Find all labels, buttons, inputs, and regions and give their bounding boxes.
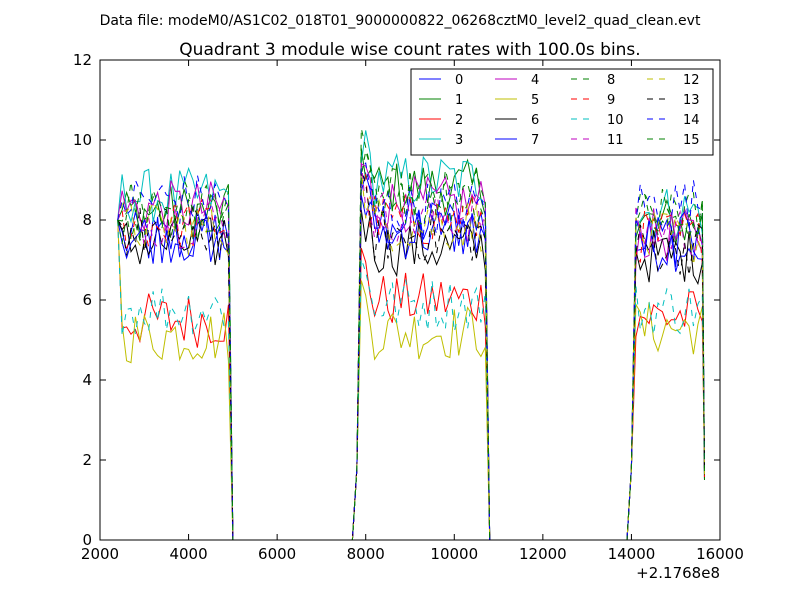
x-offset-label: +2.1768e8 xyxy=(636,564,720,582)
series-line-13 xyxy=(117,169,705,541)
series-line-8 xyxy=(117,128,705,541)
x-tick-label: 16000 xyxy=(696,545,744,563)
legend-label-6: 6 xyxy=(531,113,539,128)
x-tick-label: 4000 xyxy=(169,545,207,563)
legend-label-1: 1 xyxy=(455,93,463,108)
x-tick-label: 8000 xyxy=(347,545,385,563)
x-tick-label: 12000 xyxy=(519,545,567,563)
legend-label-2: 2 xyxy=(455,113,463,128)
legend-label-11: 11 xyxy=(607,133,624,148)
legend-label-3: 3 xyxy=(455,133,463,148)
legend-label-10: 10 xyxy=(607,113,624,128)
series-line-0 xyxy=(117,171,705,541)
legend-label-8: 8 xyxy=(607,73,615,88)
chart-suptitle: Data file: modeM0/AS1C02_018T01_90000008… xyxy=(100,13,701,29)
series-line-15 xyxy=(117,150,705,541)
legend-label-9: 9 xyxy=(607,93,615,108)
plot-lines xyxy=(117,128,705,541)
y-tick-label: 0 xyxy=(82,531,92,549)
y-tick-label: 4 xyxy=(82,371,92,389)
x-tick-label: 10000 xyxy=(430,545,478,563)
series-line-9 xyxy=(117,174,705,541)
series-line-2 xyxy=(117,219,705,541)
legend-label-14: 14 xyxy=(683,113,700,128)
legend-label-5: 5 xyxy=(531,93,539,108)
legend-label-7: 7 xyxy=(531,133,539,148)
y-tick-label: 10 xyxy=(73,131,92,149)
series-line-12 xyxy=(117,168,705,541)
axis-ticks: 2000 4000 6000 8000 10000 12000 14000 16000 0 2 4 6… xyxy=(73,51,744,563)
legend-label-12: 12 xyxy=(683,73,700,88)
y-tick-label: 8 xyxy=(82,211,92,229)
x-tick-label: 14000 xyxy=(608,545,656,563)
x-tick-label: 2000 xyxy=(81,545,119,563)
legend-label-0: 0 xyxy=(455,73,463,88)
series-line-5 xyxy=(117,219,705,541)
x-tick-label: 6000 xyxy=(258,545,296,563)
series-line-6 xyxy=(117,209,705,541)
chart-title: Quadrant 3 module wise count rates with … xyxy=(179,40,640,60)
y-tick-label: 2 xyxy=(82,451,92,469)
y-tick-label: 6 xyxy=(82,291,92,309)
legend-label-4: 4 xyxy=(531,73,539,88)
series-line-10 xyxy=(117,219,705,541)
series-line-7 xyxy=(117,195,705,541)
legend-box xyxy=(410,68,714,156)
legend-label-13: 13 xyxy=(683,93,700,108)
legend-label-15: 15 xyxy=(683,133,700,148)
series-line-11 xyxy=(117,162,705,541)
y-tick-label: 12 xyxy=(73,51,92,69)
series-line-14 xyxy=(117,162,705,541)
